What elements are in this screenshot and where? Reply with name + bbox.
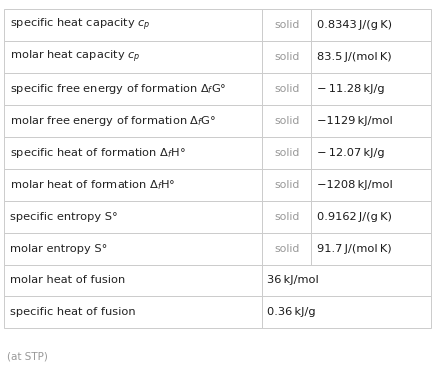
Text: solid: solid xyxy=(273,244,299,253)
Bar xyxy=(4,169,262,201)
Bar xyxy=(4,73,262,105)
Text: 83.5 J/(mol K): 83.5 J/(mol K) xyxy=(316,52,390,62)
Text: 36 kJ/mol: 36 kJ/mol xyxy=(267,276,319,285)
Bar xyxy=(262,296,430,328)
Bar xyxy=(262,169,311,201)
Bar xyxy=(311,169,430,201)
Text: solid: solid xyxy=(273,20,299,30)
Bar xyxy=(311,137,430,169)
Text: specific heat capacity $c_p$: specific heat capacity $c_p$ xyxy=(10,17,150,33)
Text: molar free energy of formation Δ$_f$G°: molar free energy of formation Δ$_f$G° xyxy=(10,114,215,128)
Text: specific heat of formation Δ$_f$H°: specific heat of formation Δ$_f$H° xyxy=(10,146,185,160)
Bar xyxy=(262,265,430,296)
Bar xyxy=(262,137,311,169)
Bar xyxy=(4,9,262,41)
Text: specific entropy S°: specific entropy S° xyxy=(10,212,117,221)
Bar xyxy=(4,137,262,169)
Text: 0.36 kJ/g: 0.36 kJ/g xyxy=(267,308,316,317)
Text: − 12.07 kJ/g: − 12.07 kJ/g xyxy=(316,148,383,158)
Text: solid: solid xyxy=(273,148,299,158)
Bar xyxy=(311,105,430,137)
Text: specific free energy of formation Δ$_f$G°: specific free energy of formation Δ$_f$G… xyxy=(10,82,226,96)
Bar xyxy=(4,201,262,233)
Text: 91.7 J/(mol K): 91.7 J/(mol K) xyxy=(316,244,390,253)
Bar xyxy=(311,233,430,265)
Text: solid: solid xyxy=(273,180,299,190)
Text: solid: solid xyxy=(273,212,299,221)
Bar xyxy=(4,105,262,137)
Bar xyxy=(262,41,311,73)
Text: 0.8343 J/(g K): 0.8343 J/(g K) xyxy=(316,20,391,30)
Text: molar heat of formation Δ$_f$H°: molar heat of formation Δ$_f$H° xyxy=(10,178,175,192)
Text: molar heat of fusion: molar heat of fusion xyxy=(10,276,125,285)
Text: −1208 kJ/mol: −1208 kJ/mol xyxy=(316,180,391,190)
Text: (at STP): (at STP) xyxy=(7,351,47,361)
Text: molar heat capacity $c_p$: molar heat capacity $c_p$ xyxy=(10,49,140,65)
Bar xyxy=(262,9,311,41)
Text: solid: solid xyxy=(273,52,299,62)
Text: 0.9162 J/(g K): 0.9162 J/(g K) xyxy=(316,212,391,221)
Text: − 11.28 kJ/g: − 11.28 kJ/g xyxy=(316,84,383,94)
Bar xyxy=(311,9,430,41)
Text: molar entropy S°: molar entropy S° xyxy=(10,244,107,253)
Bar xyxy=(262,73,311,105)
Bar xyxy=(262,233,311,265)
Text: −1129 kJ/mol: −1129 kJ/mol xyxy=(316,116,391,126)
Text: specific heat of fusion: specific heat of fusion xyxy=(10,308,135,317)
Bar xyxy=(4,296,262,328)
Bar xyxy=(311,41,430,73)
Bar xyxy=(262,201,311,233)
Bar xyxy=(311,201,430,233)
Bar xyxy=(262,105,311,137)
Text: solid: solid xyxy=(273,116,299,126)
Bar xyxy=(311,73,430,105)
Bar xyxy=(4,265,262,296)
Bar xyxy=(4,41,262,73)
Text: solid: solid xyxy=(273,84,299,94)
Bar xyxy=(4,233,262,265)
